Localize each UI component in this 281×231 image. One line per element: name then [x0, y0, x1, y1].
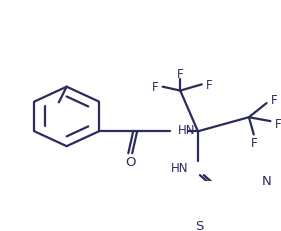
- Text: F: F: [206, 79, 213, 91]
- Text: O: O: [125, 155, 135, 168]
- Text: F: F: [271, 94, 278, 107]
- Text: HN: HN: [178, 124, 196, 137]
- Text: F: F: [151, 81, 158, 94]
- Text: HN: HN: [171, 161, 188, 174]
- Text: F: F: [250, 136, 257, 149]
- Text: F: F: [177, 68, 183, 81]
- Text: S: S: [195, 219, 203, 231]
- Text: F: F: [275, 117, 281, 131]
- Text: N: N: [262, 174, 271, 187]
